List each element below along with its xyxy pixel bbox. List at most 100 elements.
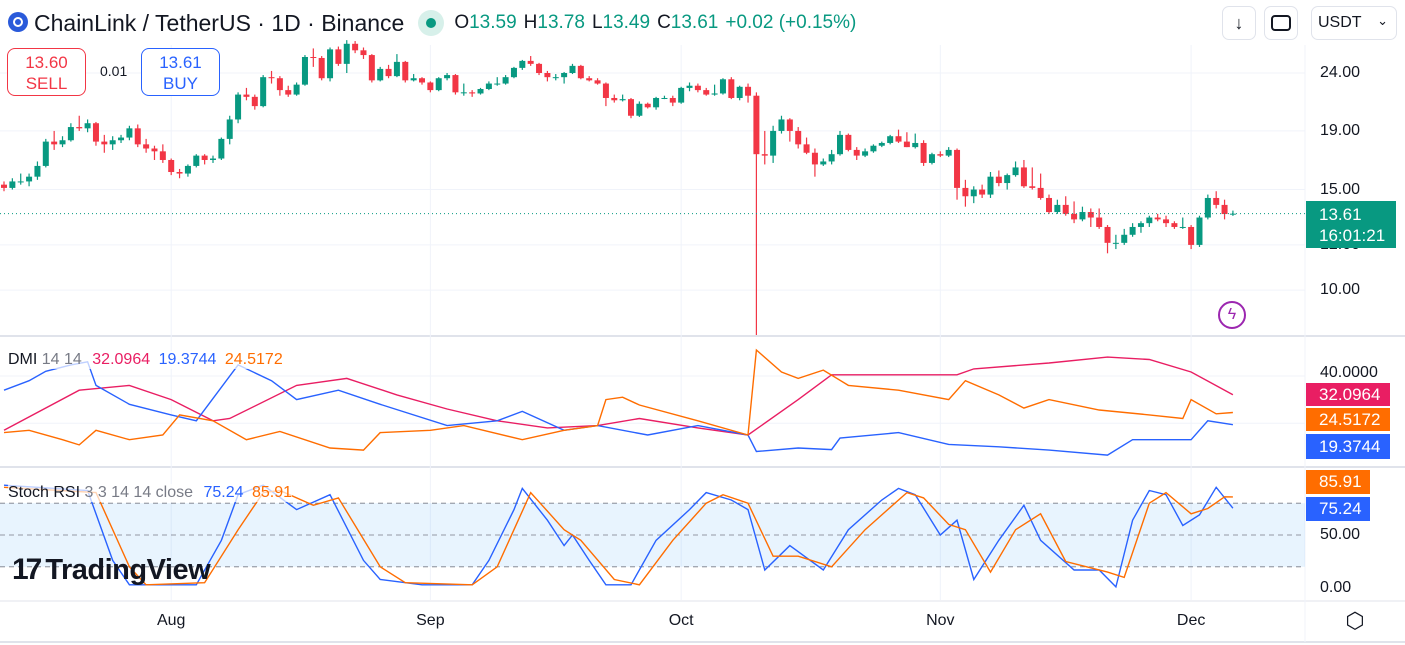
candle-body [427, 82, 434, 91]
candle [251, 94, 258, 110]
candle-body [1012, 167, 1019, 176]
candle [937, 151, 944, 158]
time-axis-label: Aug [156, 612, 186, 629]
candle-body [1046, 197, 1052, 213]
candle [293, 82, 300, 96]
buy-label: BUY [163, 74, 198, 93]
symbol-title[interactable]: ChainLink / TetherUS · 1D · Binance [34, 9, 405, 36]
bar-countdown: 16:01:21 [1319, 226, 1386, 245]
currency-value: USDT [1318, 14, 1362, 31]
candle-body [1163, 219, 1170, 224]
dmi-minus-di-badge: 24.5172 [1306, 408, 1390, 431]
sell-button[interactable]: 13.60 SELL [7, 48, 86, 96]
lightning-icon[interactable]: ϟ [1218, 301, 1246, 329]
candle [837, 130, 843, 156]
candle [51, 130, 58, 150]
candle [402, 60, 409, 83]
candle [151, 145, 158, 160]
candle [335, 46, 342, 66]
candle-body [184, 165, 191, 174]
candle-body [9, 181, 16, 188]
candle-body [84, 123, 91, 129]
candle-body [168, 159, 175, 173]
candle-body [1221, 204, 1228, 215]
candle-body [343, 43, 350, 64]
settings-icon[interactable]: ⬡ [1345, 608, 1365, 633]
time-axis-label: Oct [668, 612, 694, 629]
candle-body [377, 68, 384, 81]
dmi-adx-value: 32.0964 [92, 351, 151, 368]
candle [527, 56, 534, 66]
candle-body [954, 149, 961, 188]
candle [452, 74, 459, 95]
candle [184, 164, 191, 177]
candle-body [126, 128, 133, 138]
dmi-legend[interactable]: DMI 14 14 32.0964 19.3744 24.5172 [8, 351, 283, 369]
dmi-adx-line [3, 356, 1234, 436]
dmi-plus-di-value: 19.3744 [158, 351, 217, 368]
candle [912, 133, 919, 149]
candle-body [352, 43, 359, 51]
candle [970, 186, 977, 204]
candle-body [1121, 234, 1128, 243]
spread-value: 0.01 [100, 63, 128, 79]
candle-body [1029, 186, 1036, 188]
candle [678, 86, 685, 104]
candle [477, 87, 484, 95]
candle-body [235, 94, 242, 120]
candle-body [260, 77, 267, 107]
candle [569, 63, 576, 75]
candle [1213, 191, 1220, 209]
candle [870, 144, 877, 153]
candle-body [293, 84, 300, 95]
candle [887, 134, 894, 145]
candle-body [210, 158, 216, 160]
candle [301, 55, 308, 86]
candle-body [1087, 212, 1094, 218]
candle-body [143, 144, 150, 149]
candle-body [134, 128, 141, 145]
candle [552, 74, 559, 81]
sell-label: SELL [25, 74, 68, 93]
candle-body [753, 95, 760, 155]
time-axis-label: Sep [416, 612, 445, 629]
tradingview-logo[interactable]: 17 TradingView [12, 553, 211, 587]
candle-body [586, 78, 593, 81]
price-tick: 15.00 [1320, 180, 1361, 198]
candle-body [1079, 212, 1086, 220]
candle-body [268, 77, 275, 79]
candle [1179, 217, 1186, 229]
candle [694, 83, 701, 93]
candle [360, 47, 367, 59]
candle-body [795, 130, 802, 145]
candle [435, 77, 442, 92]
candle [594, 78, 601, 85]
candle-body [193, 155, 200, 166]
candle [1204, 194, 1211, 220]
candle-body [519, 60, 526, 68]
dmi-plus-di-badge: 19.3744 [1306, 434, 1390, 459]
candle-body [218, 138, 225, 159]
candle [419, 77, 425, 85]
candle [76, 115, 83, 131]
candle [26, 173, 33, 187]
stoch-axis-tick-50: 50.00 [1320, 526, 1361, 543]
candle [260, 75, 267, 108]
candle-body [101, 141, 108, 145]
candle-body [661, 97, 668, 99]
candle-body [452, 75, 459, 93]
buy-button[interactable]: 13.61 BUY [141, 48, 220, 96]
candle [310, 48, 317, 67]
ohlc-close: C13.61 [657, 12, 719, 33]
download-button[interactable]: ↓ [1222, 6, 1256, 40]
candle [728, 77, 735, 100]
candle-body [544, 73, 551, 78]
fullscreen-button[interactable] [1264, 6, 1298, 40]
candle [561, 71, 568, 84]
candle [853, 147, 860, 160]
candle [1, 181, 7, 192]
stoch-rsi-legend[interactable]: Stoch RSI 3 3 14 14 close 75.24 85.91 [8, 484, 293, 502]
currency-select[interactable]: USDT ⌄ [1311, 6, 1397, 40]
candle-body [485, 83, 492, 90]
